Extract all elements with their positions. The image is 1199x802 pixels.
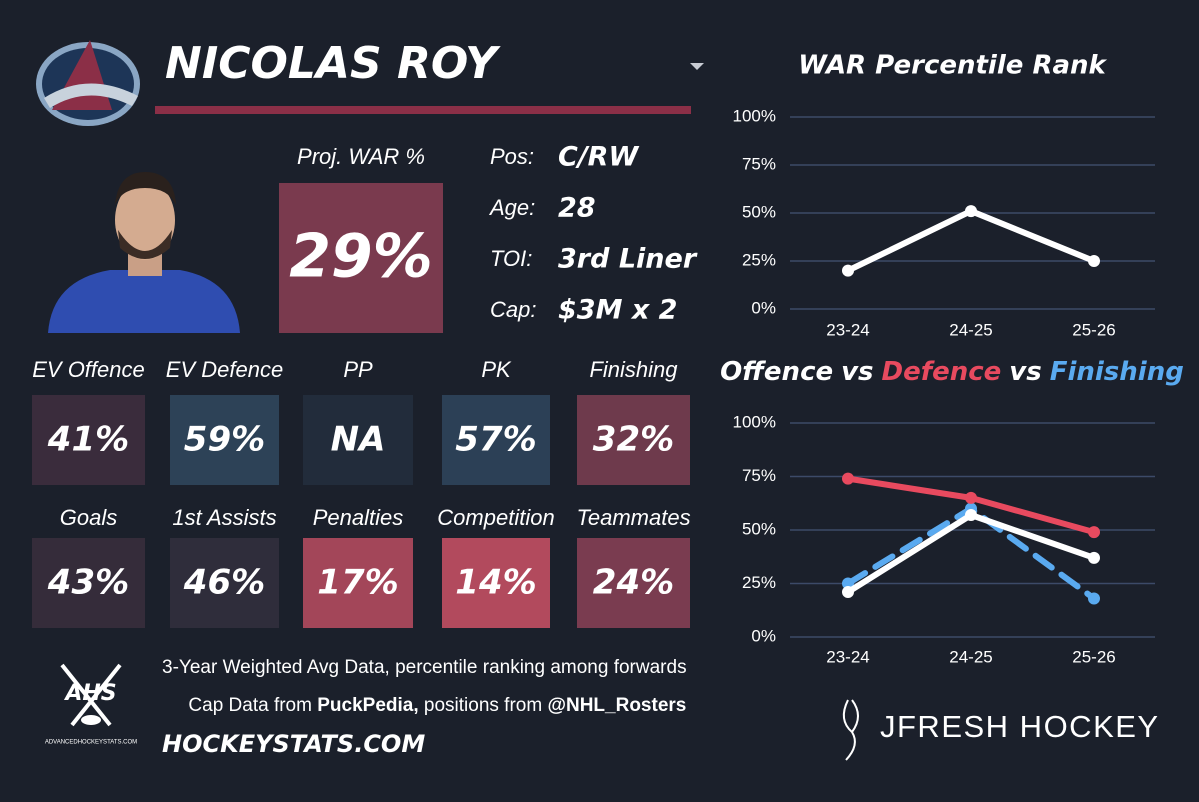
dropdown-arrow[interactable] <box>690 63 704 70</box>
title-series: Finishing <box>1050 357 1184 387</box>
title-separator: vs <box>841 357 873 387</box>
credit-source: @NHL_Rosters <box>547 695 686 716</box>
name-underline <box>155 106 691 114</box>
point <box>842 577 854 590</box>
player-name: NICOLAS ROY <box>165 38 501 89</box>
point <box>965 205 977 218</box>
credit-text: Cap Data from <box>188 695 317 716</box>
bio-label: Cap: <box>490 297 536 322</box>
tile-label: Teammates <box>576 505 690 530</box>
brand-logo: JFRESH HOCKEY <box>842 699 1160 761</box>
title-series: Offence <box>720 357 833 387</box>
point <box>1088 255 1100 267</box>
tile <box>577 538 690 628</box>
bio: Pos: C/RW Age: 28 TOI: 3rd Liner Cap: $3M x 2 <box>488 142 698 326</box>
tile-value: 17% <box>317 563 398 603</box>
point <box>842 472 854 485</box>
tile-label: 1st Assists <box>172 505 276 530</box>
footer-note: 3-Year Weighted Avg Data, percentile ran… <box>162 657 687 678</box>
bio-label: TOI: <box>490 246 532 271</box>
footer-credits: Cap Data from PuckPedia, positions from … <box>162 695 702 716</box>
x-tick-label: 23-24 <box>826 647 869 666</box>
tile <box>442 395 550 485</box>
title-separator: vs <box>1009 357 1041 387</box>
tile-value: 14% <box>455 563 536 603</box>
chart-title: Offence vs Defence vs Finishing <box>720 357 1184 387</box>
point <box>1088 526 1100 539</box>
tile-label: PP <box>343 357 373 382</box>
credit-source: PuckPedia, <box>317 695 418 716</box>
tile-value: 57% <box>455 420 536 460</box>
charts: 0% 25% 50% 75% 100% 23-24 24-25 25-26 WAR Percen… <box>720 51 1184 667</box>
y-tick-label: 100% <box>733 106 776 125</box>
bio-label: Pos: <box>490 144 534 169</box>
tile-label: Goals <box>60 505 117 530</box>
brand-text: JFRESH HOCKEY <box>880 709 1160 744</box>
tile-label: PK <box>481 357 512 382</box>
y-tick-label: 50% <box>742 202 776 221</box>
tile <box>32 395 145 485</box>
bio-value: C/RW <box>558 142 639 173</box>
y-tick-label: 25% <box>742 573 776 592</box>
tile-value: 24% <box>593 563 674 603</box>
tile <box>303 395 413 485</box>
ahs-text: AHS <box>63 681 116 706</box>
tile-label: EV Offence <box>32 357 145 382</box>
proj-war-box <box>279 183 443 333</box>
tile-value: 43% <box>47 563 129 603</box>
tile <box>577 395 690 485</box>
tile-value: 59% <box>184 420 265 460</box>
proj-war-label: Proj. WAR % <box>297 144 425 169</box>
player-photo <box>48 172 240 333</box>
proj-war-value: 29% <box>289 222 433 292</box>
point <box>1088 592 1100 605</box>
tile-value: 41% <box>47 420 129 460</box>
bio-value: 3rd Liner <box>558 244 698 275</box>
bio-value: $3M x 2 <box>558 295 677 326</box>
stat-tiles: EV Offence 41% EV Defence 59% PP NA PK 57% Finis… <box>32 357 691 628</box>
point <box>965 509 977 522</box>
tile-label: EV Defence <box>166 357 283 382</box>
x-tick-label: 23-24 <box>826 320 869 339</box>
y-tick-label: 100% <box>733 412 776 431</box>
point <box>1088 551 1100 564</box>
y-tick-label: 75% <box>742 466 776 485</box>
point <box>842 586 854 599</box>
y-tick-label: 25% <box>742 250 776 269</box>
y-tick-label: 75% <box>742 154 776 173</box>
ahs-site: ADVANCEDHOCKEYSTATS.COM <box>45 740 137 746</box>
tile <box>170 538 279 628</box>
footer-site: HOCKEYSTATS.COM <box>162 730 425 758</box>
tile-value: 32% <box>593 420 674 460</box>
tile-label: Finishing <box>589 357 678 382</box>
tile-label: Competition <box>437 505 554 530</box>
bio-label: Age: <box>488 195 535 220</box>
chart-title: WAR Percentile Rank <box>798 51 1107 81</box>
tile <box>170 395 279 485</box>
x-tick-label: 24-25 <box>949 320 992 339</box>
x-tick-label: 25-26 <box>1072 320 1115 339</box>
tile <box>303 538 413 628</box>
team-logo <box>36 40 140 126</box>
title-series: Defence <box>882 357 1002 387</box>
y-tick-label: 50% <box>742 519 776 538</box>
tile-label: Penalties <box>313 505 404 530</box>
point <box>842 264 854 277</box>
tile <box>442 538 550 628</box>
tile-value: NA <box>331 420 386 460</box>
y-tick-label: 0% <box>751 298 776 317</box>
ahs-logo: AHS ADVANCEDHOCKEYSTATS.COM <box>45 663 137 746</box>
tile-value: 46% <box>183 563 265 603</box>
x-tick-label: 25-26 <box>1072 647 1115 666</box>
bio-value: 28 <box>558 193 596 224</box>
point <box>965 491 977 504</box>
tile <box>32 538 145 628</box>
y-tick-label: 0% <box>751 626 776 645</box>
x-tick-label: 24-25 <box>949 647 992 666</box>
credit-text: positions from <box>419 695 548 716</box>
